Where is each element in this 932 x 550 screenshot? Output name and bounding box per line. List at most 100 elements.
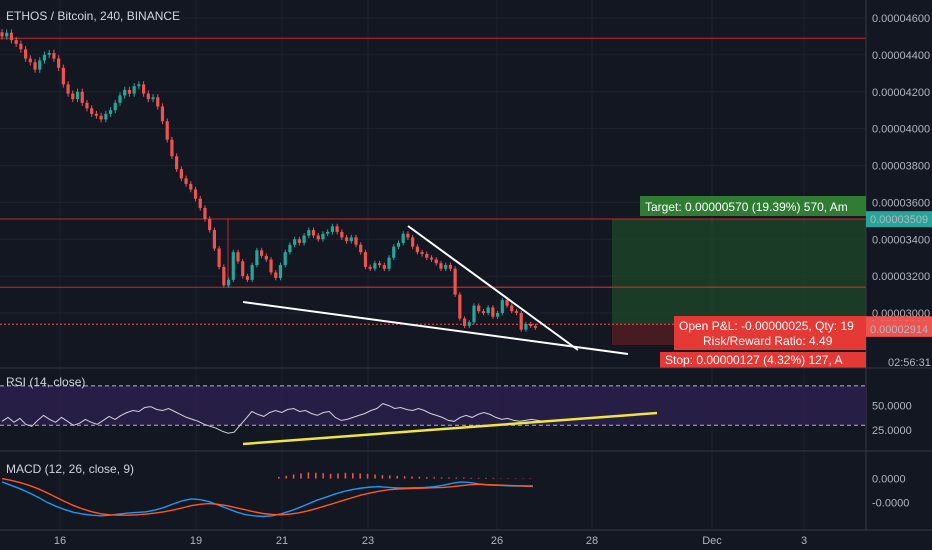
candle-body [113, 102, 117, 111]
countdown-label: 02:56:31 [888, 357, 931, 369]
candle-body [184, 178, 188, 184]
candle-body [250, 265, 254, 280]
rr-label: Risk/Reward Ratio: 4.49 [703, 334, 833, 348]
candle-body [127, 89, 132, 94]
time-tick-label: 3 [801, 535, 807, 547]
stop-label-box [660, 352, 866, 368]
candle-body [420, 252, 424, 254]
candle-body [411, 237, 415, 247]
candle-body [392, 246, 396, 258]
candle-body [481, 311, 486, 313]
price-tick-label: 0.00004200 [872, 87, 930, 99]
macd-hist-bar [389, 475, 391, 479]
candle-body [439, 263, 443, 269]
macd-hist-bar [426, 477, 428, 479]
candle-body [354, 237, 358, 245]
candle-body [57, 58, 61, 68]
candle-body [363, 252, 368, 267]
candle-body [151, 97, 155, 100]
candle-body [462, 318, 467, 326]
candle-body [222, 266, 226, 286]
candle-body [283, 252, 287, 266]
macd-hist-bar [463, 477, 465, 479]
price-tag-label: 0.00003509 [870, 214, 928, 226]
candle-body [245, 276, 250, 280]
candle-body [142, 84, 146, 94]
candle-body [241, 261, 245, 277]
candle-body [330, 226, 334, 232]
candle-body [344, 237, 349, 242]
candle-body [297, 239, 301, 243]
candle-body [415, 246, 419, 253]
candle-body [14, 40, 18, 44]
price-tick-label: 0.00004000 [872, 124, 930, 136]
candle-body [477, 305, 481, 312]
candle-body [132, 86, 136, 94]
price-tick-label: 0.00003400 [872, 234, 930, 246]
candle-body [231, 252, 235, 280]
price-tick-label: 0.00004400 [872, 50, 930, 62]
candle-body [66, 84, 70, 94]
candle-body [137, 84, 141, 87]
candle-body [514, 311, 519, 313]
macd-hist-bar [344, 472, 347, 479]
candle-body [406, 233, 410, 238]
candle-body [382, 265, 386, 269]
candle-body [467, 322, 471, 326]
macd-hist-bar [374, 474, 376, 479]
price-tick-label: 0.00003200 [872, 271, 930, 283]
candle-body [368, 266, 372, 269]
candle-body [19, 43, 23, 50]
candle-body [396, 242, 401, 247]
macd-hist-bar [448, 477, 450, 479]
candle-body [533, 325, 537, 328]
macd-hist-bar [285, 475, 287, 479]
candle-body [340, 231, 344, 238]
candle-body [378, 263, 382, 266]
candle-body [42, 54, 47, 61]
candle-body [321, 233, 325, 240]
time-tick-label: 23 [362, 535, 374, 547]
macd-hist-bar [366, 473, 369, 479]
candle-body [193, 189, 198, 199]
macd-hist-bar [359, 473, 361, 479]
candle-body [203, 207, 207, 219]
macd-hist-bar [329, 473, 332, 479]
upper-trendline [407, 225, 579, 351]
candle-body [208, 218, 212, 231]
macd-hist-bar [322, 473, 324, 479]
candle-body [80, 91, 84, 103]
macd-hist-bar [411, 476, 413, 479]
candle-body [146, 93, 150, 100]
macd-hist-bar [403, 476, 406, 479]
candle-body [71, 93, 75, 100]
candle-body [401, 233, 405, 243]
rsi-trendline [242, 411, 658, 446]
candle-body [486, 307, 490, 313]
candle-body [118, 95, 122, 103]
stop-label: Stop: 0.00000127 (4.32%) 127, A [665, 353, 842, 367]
macd-hist-bar [292, 474, 295, 479]
pnl-label: Open P&L: -0.00000025, Qty: 19 [679, 319, 854, 333]
candle-body [255, 250, 259, 266]
candle-body [175, 156, 179, 170]
time-tick-label: Dec [702, 535, 722, 547]
candle-body [226, 279, 231, 286]
candle-body [288, 244, 292, 253]
candle-body [293, 239, 297, 245]
candle-body [335, 226, 339, 232]
candle-body [307, 230, 311, 236]
candle-body [425, 254, 429, 258]
time-tick-label: 21 [276, 535, 288, 547]
macd-hist-bar [470, 477, 472, 479]
candle-body [373, 263, 377, 269]
price-tag [866, 211, 932, 228]
macd-series-macd [1, 481, 534, 518]
candle-body [9, 32, 14, 41]
target-label-box [640, 196, 866, 216]
rsi-line [1, 403, 544, 434]
macd-hist-bar [433, 477, 435, 479]
candle-body [326, 231, 330, 234]
